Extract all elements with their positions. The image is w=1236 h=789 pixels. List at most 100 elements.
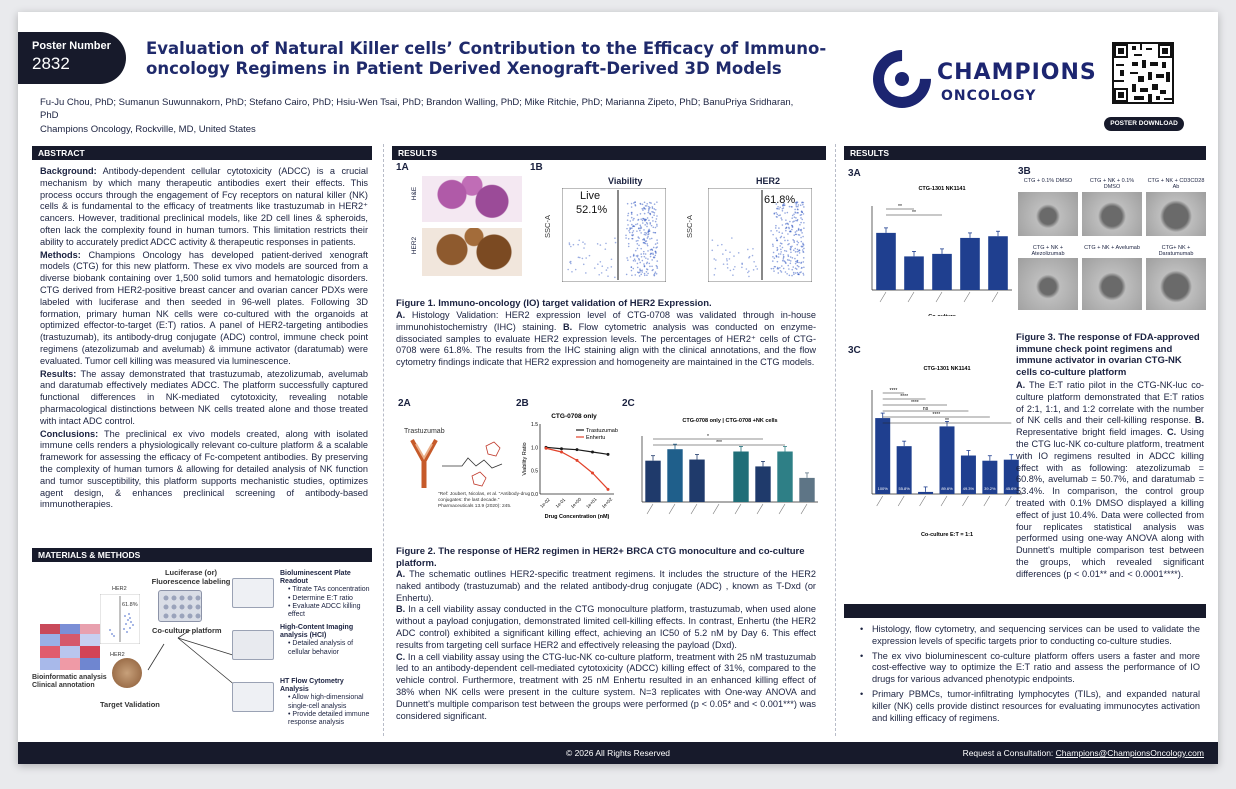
- legend-entry: Enhertu: [586, 435, 605, 441]
- data-point: [772, 245, 774, 247]
- divider: [383, 144, 384, 736]
- data-point: [792, 266, 795, 268]
- y-tick-label: 1.5: [531, 422, 538, 428]
- data-point: [774, 265, 777, 268]
- data-point: [753, 260, 755, 263]
- data-point: [796, 208, 799, 211]
- data-point: [636, 243, 639, 245]
- data-point: [800, 245, 803, 248]
- bar: [875, 418, 891, 494]
- fig3-c-marker: C.: [1167, 427, 1177, 438]
- data-point: [776, 207, 779, 210]
- poster-download-button[interactable]: POSTER DOWNLOAD: [1104, 117, 1184, 131]
- data-point: [646, 237, 649, 239]
- data-point: [643, 265, 646, 267]
- data-point: [801, 232, 803, 234]
- data-point: [714, 267, 717, 270]
- readout-item: • Determine E:T ratio: [288, 594, 353, 602]
- data-point: [627, 214, 629, 217]
- data-point: [796, 264, 799, 267]
- data-point: [639, 212, 642, 215]
- fig2c-bar-chart: CTG-0708 only | CTG-0708 +NK cells****: [641, 418, 818, 515]
- series-line: [545, 447, 609, 490]
- data-point: [771, 243, 774, 246]
- data-point: [800, 228, 803, 231]
- data-point: [626, 202, 629, 205]
- significance-label: **: [945, 418, 949, 424]
- data-point: [643, 274, 646, 277]
- data-point: [632, 219, 634, 221]
- consult: Request a Consultation: Champions@Champi…: [963, 742, 1204, 764]
- data-point: [588, 254, 591, 257]
- data-point: [717, 244, 719, 247]
- brightfield-label: CTG + NK + 0.1% DMSO: [1089, 178, 1135, 190]
- data-point: [656, 242, 659, 244]
- data-point: [773, 212, 776, 214]
- data-point: [729, 251, 731, 254]
- data-point: [783, 260, 785, 262]
- data-point: [650, 224, 653, 227]
- data-point: [614, 276, 616, 279]
- qr-code-icon[interactable]: [1112, 42, 1174, 104]
- data-point: [569, 261, 571, 263]
- data-point: [780, 217, 783, 219]
- data-point: [627, 242, 630, 245]
- data-point: [629, 227, 631, 229]
- data-point: [626, 227, 628, 230]
- data-point: [646, 244, 649, 247]
- data-point: [649, 265, 651, 268]
- data-point: [652, 252, 654, 255]
- brightfield-label: CTG + NK + Atezolizumab: [1031, 245, 1065, 257]
- conclusion-item: The ex vivo bioluminescent co-culture pl…: [860, 651, 1200, 686]
- data-point: [647, 211, 650, 214]
- data-point: [642, 209, 644, 211]
- series-point: [560, 450, 563, 454]
- imaging-system-icon: [232, 630, 274, 660]
- data-point: [783, 236, 785, 239]
- adc-reference: "Ref: Joubert, Nicolas, et al. "Antibody…: [438, 492, 531, 509]
- data-point: [792, 271, 795, 274]
- x-tick-label: 1e+01: [585, 496, 598, 509]
- data-point: [647, 205, 650, 208]
- data-point: [606, 267, 609, 269]
- bar: [918, 491, 934, 494]
- data-point: [771, 260, 774, 262]
- data-point: [775, 237, 778, 239]
- bar: [988, 236, 1008, 290]
- abstract-conclusions-heading: Conclusions:: [40, 428, 99, 439]
- brightfield-label: CTG + NK + Avelumab: [1084, 245, 1140, 251]
- data-point: [782, 207, 785, 209]
- data-point: [636, 266, 639, 269]
- data-point: [778, 231, 781, 234]
- brightfield-image: [1082, 192, 1142, 236]
- bar: [876, 232, 896, 290]
- bar: [667, 449, 683, 502]
- heatmap-thumbnail: [40, 624, 100, 670]
- data-point: [610, 258, 613, 261]
- data-point: [643, 237, 645, 240]
- x-tick-stub: [935, 291, 943, 303]
- data-point: [791, 226, 794, 229]
- data-point: [788, 268, 790, 270]
- data-point: [637, 219, 639, 221]
- data-point: [741, 266, 743, 269]
- data-point: [637, 239, 639, 242]
- methods-header: MATERIALS & METHODS: [32, 548, 372, 562]
- data-point: [631, 223, 633, 226]
- data-point: [797, 205, 799, 208]
- data-point: [645, 205, 648, 207]
- x-tick-stub: [800, 503, 808, 515]
- data-point: [639, 229, 641, 232]
- data-point: [637, 271, 639, 274]
- bar: [755, 466, 771, 502]
- conclusions-list-wrap: Histology, flow cytometry, and sequencin…: [860, 624, 1200, 727]
- data-point: [776, 267, 779, 270]
- data-point: [795, 233, 798, 236]
- data-point: [653, 203, 656, 205]
- fig3-a-text: The E:T ratio pilot in the CTG-NK-luc co…: [1016, 380, 1204, 426]
- data-point: [646, 217, 649, 219]
- data-point: [630, 211, 633, 214]
- consult-email-link[interactable]: Champions@ChampionsOncology.com: [1055, 748, 1204, 758]
- bar: [733, 451, 749, 502]
- data-point: [656, 246, 658, 248]
